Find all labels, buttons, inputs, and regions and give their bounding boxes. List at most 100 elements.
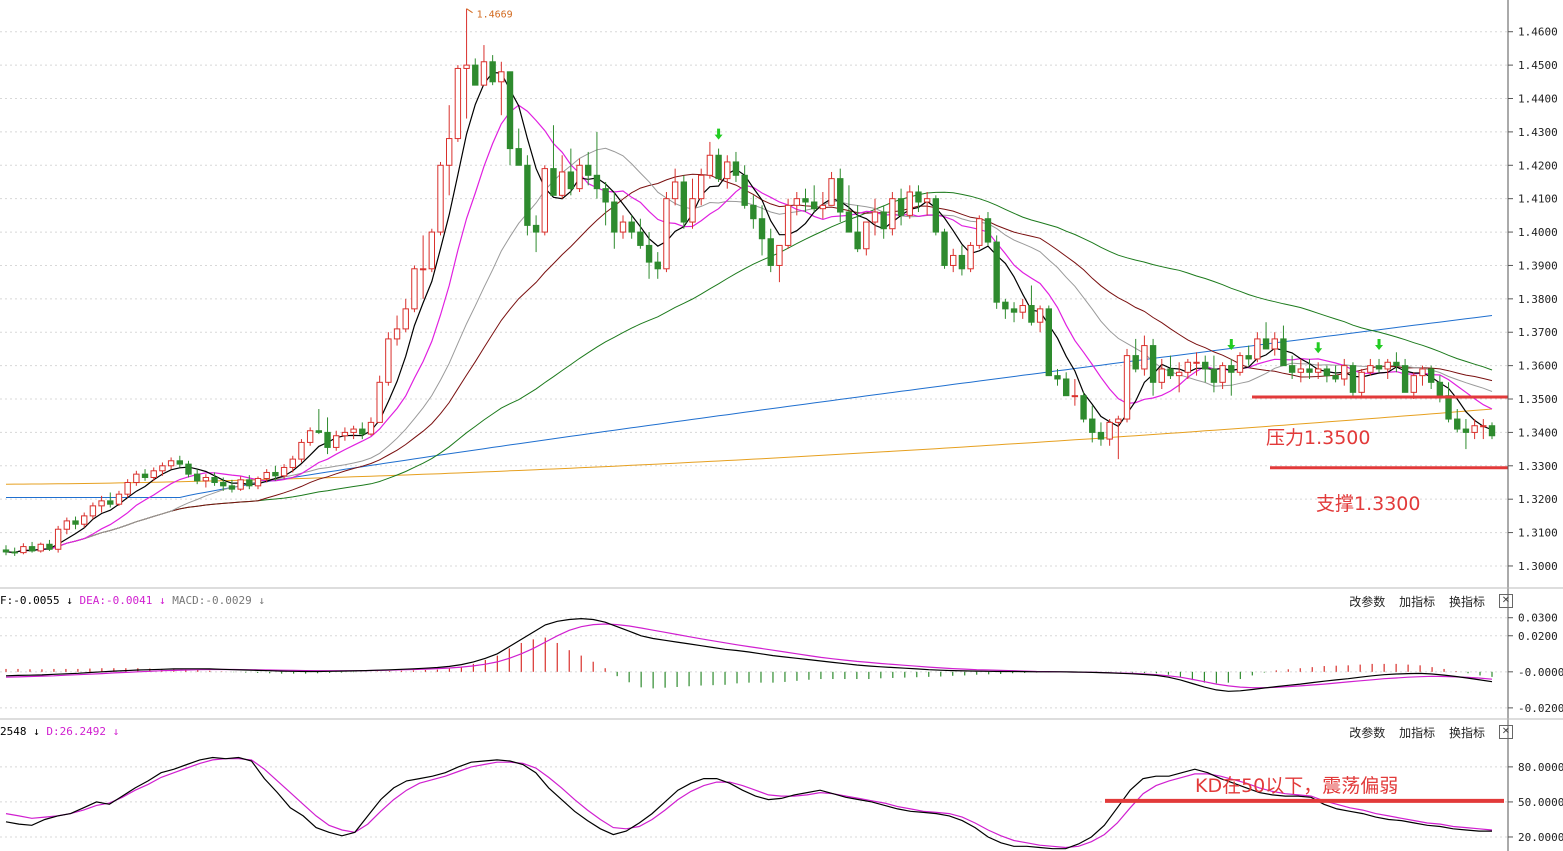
candle-up — [950, 254, 957, 266]
candle-up — [1219, 365, 1226, 383]
candle-down — [1427, 368, 1435, 383]
candle-down — [1245, 355, 1252, 360]
candle-down — [715, 154, 722, 180]
candle-up — [1254, 338, 1261, 360]
candle-up — [1367, 365, 1374, 373]
candle-down — [1436, 381, 1444, 397]
candle-down — [1132, 355, 1139, 370]
arrow-down-icon: ↓ — [112, 725, 120, 738]
price-tick-label: 1.3100 — [1518, 527, 1558, 540]
candle-down — [1028, 305, 1035, 323]
kd-add-indicator-button[interactable]: 加指标 — [1399, 726, 1436, 740]
candle-down — [1454, 418, 1461, 430]
macd-switch-indicator-button[interactable]: 换指标 — [1448, 595, 1485, 609]
kd-tick-label: 50.0000 — [1518, 796, 1563, 809]
macd-add-indicator-button[interactable]: 加指标 — [1399, 595, 1436, 609]
candle-up — [1236, 355, 1244, 373]
candle-down — [941, 231, 948, 266]
candle-down — [802, 198, 809, 203]
macd-tick-label: 0.0300 — [1518, 612, 1558, 625]
candle-up — [411, 268, 418, 310]
candle-down — [567, 171, 575, 190]
candle-down — [1210, 368, 1218, 383]
candle-down — [107, 500, 114, 505]
kd-annotation: KD在50以下，震荡偏弱 — [1195, 775, 1399, 797]
candle-down — [228, 485, 236, 490]
candle-down — [515, 148, 522, 166]
candle-up — [159, 465, 166, 472]
kd-close-icon[interactable]: ✕ — [1499, 725, 1513, 739]
price-tick-label: 1.4400 — [1518, 93, 1558, 106]
candle-up — [454, 67, 462, 140]
candle-up — [115, 493, 123, 505]
price-axis: 1.4600 1.4500 1.4400 1.4300 1.4200 1.4100 1.40… — [1508, 26, 1558, 573]
candle-down — [489, 61, 496, 83]
candle-up — [793, 198, 800, 206]
candle-down — [506, 71, 514, 150]
candle-up — [202, 476, 210, 482]
kd-tick-label: 20.0000 — [1518, 831, 1563, 844]
candle-down — [1262, 338, 1270, 350]
price-tick-label: 1.4600 — [1518, 26, 1558, 39]
d-line — [5, 758, 1493, 849]
candle-down — [993, 241, 1000, 303]
candlesticks: 1.4669 — [2, 8, 1496, 556]
macd-label: MACD:-0.0029 — [172, 594, 252, 607]
candle-down — [645, 244, 653, 263]
kd-switch-indicator-button[interactable]: 换指标 — [1448, 726, 1485, 740]
candle-down — [1054, 375, 1061, 380]
macd-panel-plot: 0.0300 0.0200 -0.0000 -0.0200 — [0, 612, 1563, 715]
candle-down — [767, 238, 774, 266]
candle-up — [1123, 355, 1131, 420]
candle-down — [46, 543, 53, 550]
candle-up — [428, 231, 436, 270]
macd-close-icon[interactable]: ✕ — [1499, 594, 1513, 608]
candle-down — [28, 546, 36, 552]
candle-up — [280, 466, 288, 477]
candle-down — [585, 164, 592, 176]
dea-label: DEA:-0.0041 — [79, 594, 153, 607]
candle-down — [246, 479, 253, 487]
candle-up — [63, 520, 71, 530]
dif-line — [5, 617, 1493, 692]
kd-toolbar: 改参数 加指标 换指标 — [1339, 724, 1485, 741]
candle-down — [472, 64, 479, 86]
candle-up — [923, 198, 931, 203]
candle-up — [784, 204, 792, 246]
macd-header: F:-0.0055 ↓ DEA:-0.0041 ↓ MACD:-0.0029 ↓ — [0, 594, 265, 607]
candle-down — [1202, 361, 1209, 370]
candle-down — [1349, 365, 1357, 393]
candle-up — [906, 191, 913, 216]
ma30-line — [5, 173, 1493, 553]
peak-pointer — [466, 8, 473, 14]
ma5-line — [5, 71, 1493, 553]
down-arrow-icon — [1314, 342, 1323, 354]
price-tick-label: 1.3300 — [1518, 460, 1558, 473]
candle-up — [1193, 361, 1200, 364]
macd-change-params-button[interactable]: 改参数 — [1349, 595, 1386, 609]
candle-up — [558, 171, 566, 196]
candle-down — [550, 168, 557, 196]
price-tick-label: 1.3000 — [1518, 560, 1558, 573]
candle-up — [1315, 368, 1322, 373]
candle-up — [889, 198, 896, 230]
candle-down — [1228, 365, 1235, 373]
candle-up — [376, 381, 383, 423]
candle-down — [524, 164, 531, 226]
candle-down — [958, 254, 966, 270]
candle-down — [880, 211, 887, 230]
price-tick-label: 1.3200 — [1518, 493, 1558, 506]
candle-down — [315, 430, 323, 433]
candle-down — [1375, 365, 1383, 370]
kd-panel-plot: 80.0000 50.0000 20.0000 — [0, 756, 1563, 850]
candle-down — [532, 224, 540, 233]
candle-up — [54, 528, 62, 550]
kd-change-params-button[interactable]: 改参数 — [1349, 726, 1386, 740]
candle-up — [1184, 361, 1192, 373]
candle-down — [932, 198, 940, 233]
candle-up — [463, 64, 470, 69]
candle-up — [671, 181, 679, 200]
candle-up — [663, 198, 670, 270]
